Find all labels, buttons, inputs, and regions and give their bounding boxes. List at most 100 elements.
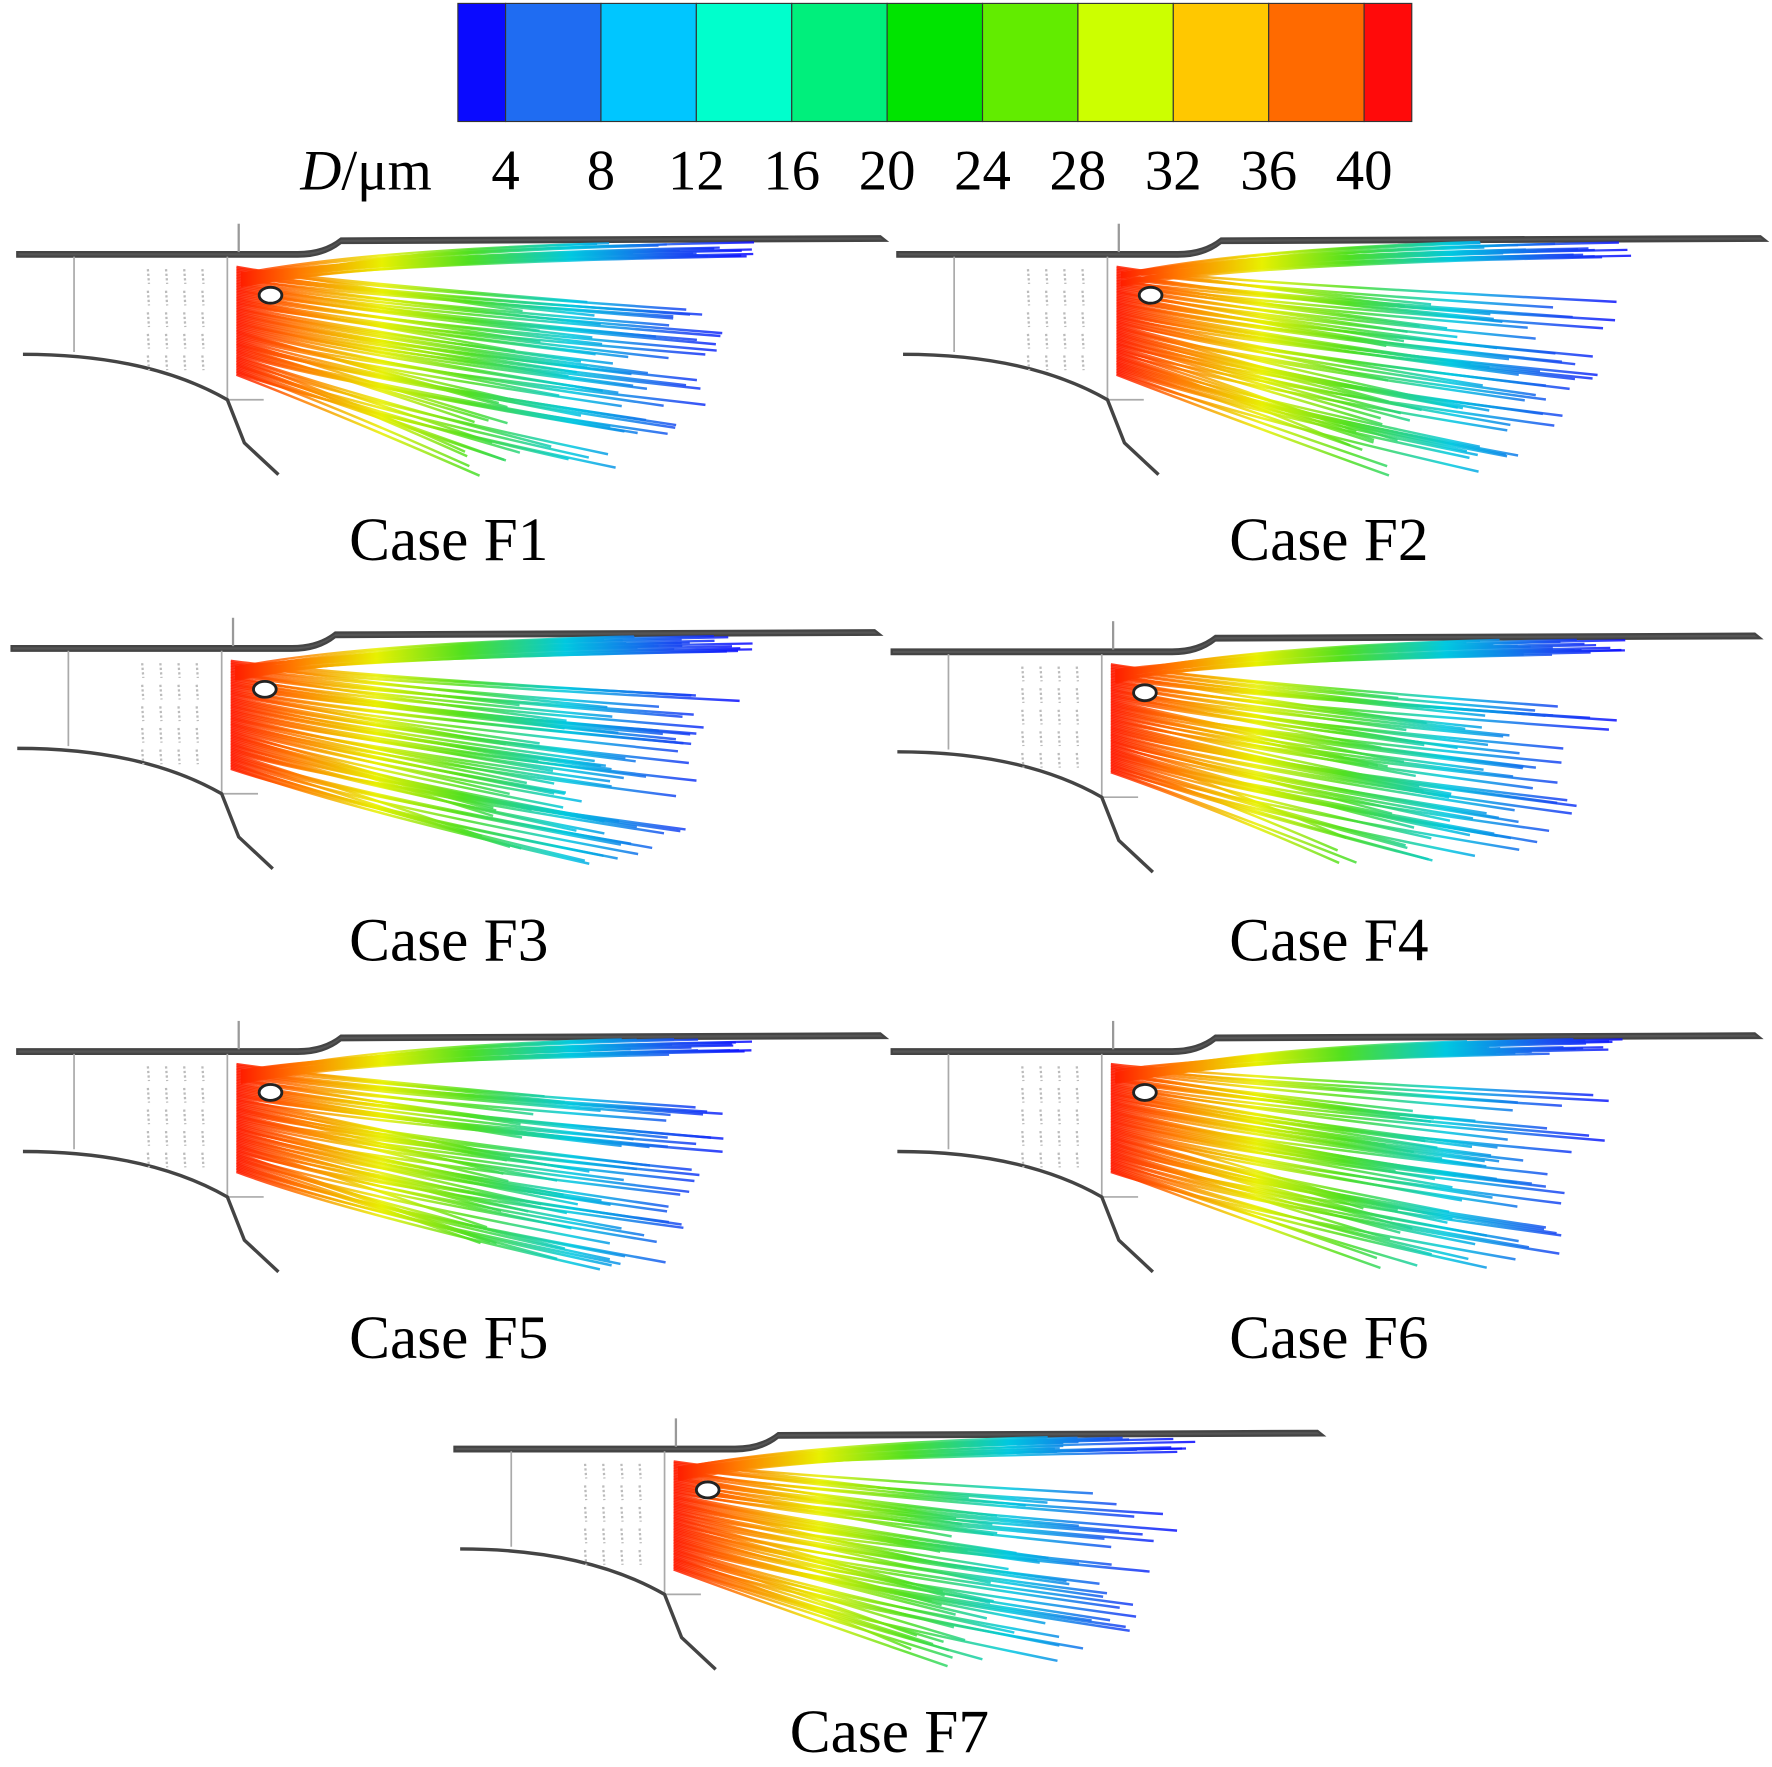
- swirler-slot: [1039, 666, 1043, 682]
- droplet-trajectory: [1120, 250, 1505, 279]
- droplet-trajectory: [1116, 328, 1525, 402]
- case-label: Case F3: [349, 907, 548, 975]
- swirler-slot: [1057, 1152, 1061, 1168]
- swirler-slot: [201, 269, 205, 284]
- swirler-slot: [1021, 1087, 1025, 1103]
- swirler-slot: [183, 1152, 187, 1168]
- droplet-trajectory: [1110, 1125, 1493, 1199]
- droplet-trajectory: [677, 1440, 1196, 1481]
- liner-wall: [453, 1429, 1327, 1453]
- swirler-slot: [141, 727, 145, 743]
- droplet-trajectory: [236, 354, 552, 448]
- swirler-slot: [183, 355, 187, 371]
- droplet-trajectory: [236, 1123, 564, 1197]
- droplet-trajectory: [230, 706, 602, 768]
- droplet-trajectory: [240, 255, 747, 285]
- droplet-trajectory: [1110, 714, 1514, 778]
- droplet-trajectory: [236, 1150, 684, 1230]
- swirler-slot: [1057, 1087, 1061, 1103]
- droplet-trajectory: [1116, 348, 1555, 427]
- droplet-trajectory: [1110, 1170, 1516, 1261]
- swirler-slot: [159, 684, 163, 700]
- droplet-trajectory: [1110, 677, 1591, 720]
- droplet-trajectory: [235, 635, 634, 669]
- color-segment: [1077, 2, 1174, 123]
- swirler-slot: [183, 1130, 187, 1146]
- panels: Case F1 Case F2 Case F3 Case F4 Case F5 Case …: [10, 223, 1770, 1766]
- swirler-slot: [164, 1130, 169, 1146]
- droplet-trajectory: [1116, 364, 1508, 458]
- swirler-slot: [164, 1087, 169, 1103]
- swirler-slot: [583, 1506, 588, 1522]
- liner-wall: [890, 1032, 1764, 1055]
- droplet-trajectory: [236, 309, 588, 369]
- droplet-trajectory: [230, 728, 582, 803]
- droplet-trajectory: [1120, 256, 1603, 287]
- swirler-slot: [164, 1109, 169, 1125]
- droplet-trajectory: [673, 1535, 1111, 1622]
- droplet-trajectory: [1110, 1101, 1524, 1162]
- outer-curve: [22, 1149, 280, 1274]
- droplet-trajectory: [234, 637, 598, 681]
- swirler-slot: [146, 333, 151, 349]
- swirler-slot: [1057, 666, 1061, 682]
- swirler-slot: [602, 1485, 606, 1501]
- droplet-trajectory: [236, 278, 674, 318]
- droplet-trajectory: [230, 731, 564, 809]
- droplet-trajectory: [236, 1098, 723, 1153]
- droplet-trajectory: [1110, 1156, 1530, 1249]
- droplet-trajectory: [673, 1533, 1137, 1618]
- unit: /μm: [341, 140, 431, 203]
- swirler-slot: [1057, 1066, 1061, 1082]
- swirler-slot: [583, 1485, 588, 1501]
- droplet-trajectory: [673, 1565, 1058, 1663]
- droplet-trajectory: [1110, 1136, 1450, 1214]
- droplet-trajectory: [1116, 312, 1598, 377]
- tick-label: 40: [1336, 140, 1393, 203]
- swirler-slot: [146, 1109, 151, 1125]
- tick-label: 32: [1145, 140, 1202, 203]
- swirler-slot: [183, 1066, 187, 1082]
- droplet-trajectory: [1110, 1106, 1482, 1168]
- injector: [1137, 285, 1164, 305]
- swirler-slot: [1039, 1152, 1043, 1168]
- droplet-trajectory: [236, 279, 670, 327]
- droplet-trajectory: [236, 1108, 692, 1172]
- swirler-slot: [141, 706, 145, 722]
- droplet-trajectory: [240, 252, 694, 284]
- droplet-trajectory: [1110, 769, 1357, 864]
- droplet-trajectory: [673, 1525, 1134, 1606]
- swirler-slot: [164, 355, 169, 371]
- droplet-trajectory: [673, 1471, 1164, 1516]
- droplet-trajectory: [1116, 365, 1363, 451]
- swirler-slot: [1075, 1152, 1080, 1168]
- droplet-trajectory: [1110, 705, 1562, 764]
- outer-curve: [897, 750, 1155, 874]
- case-label: Case F5: [349, 1304, 548, 1372]
- droplet-trajectory: [678, 1450, 1058, 1472]
- swirler-slot: [195, 684, 199, 700]
- swirler-slot: [201, 1066, 205, 1082]
- droplet-trajectory: [1110, 741, 1487, 815]
- injector: [1132, 683, 1158, 703]
- swirler-slot: [1026, 333, 1031, 349]
- droplet-trajectory: [1110, 1097, 1572, 1154]
- droplet-trajectory: [230, 722, 677, 798]
- swirler-slot: [164, 290, 169, 306]
- droplet-trajectory: [1116, 321, 1547, 387]
- tick-label: 8: [587, 140, 615, 203]
- swirler-slot: [177, 727, 181, 743]
- swirler-slot: [1081, 355, 1085, 371]
- outer-curve: [460, 1547, 717, 1671]
- swirler-slot: [183, 333, 187, 349]
- droplet-trajectory: [236, 359, 609, 456]
- droplet-trajectory: [1115, 1040, 1613, 1084]
- swirler-slot: [164, 269, 169, 284]
- swirler-slot: [1081, 333, 1085, 349]
- swirler-slot: [602, 1506, 606, 1522]
- droplet-trajectory: [236, 1128, 681, 1196]
- droplet-trajectory: [235, 373, 481, 477]
- droplet-trajectory: [240, 242, 610, 275]
- droplet-trajectory: [1120, 241, 1619, 285]
